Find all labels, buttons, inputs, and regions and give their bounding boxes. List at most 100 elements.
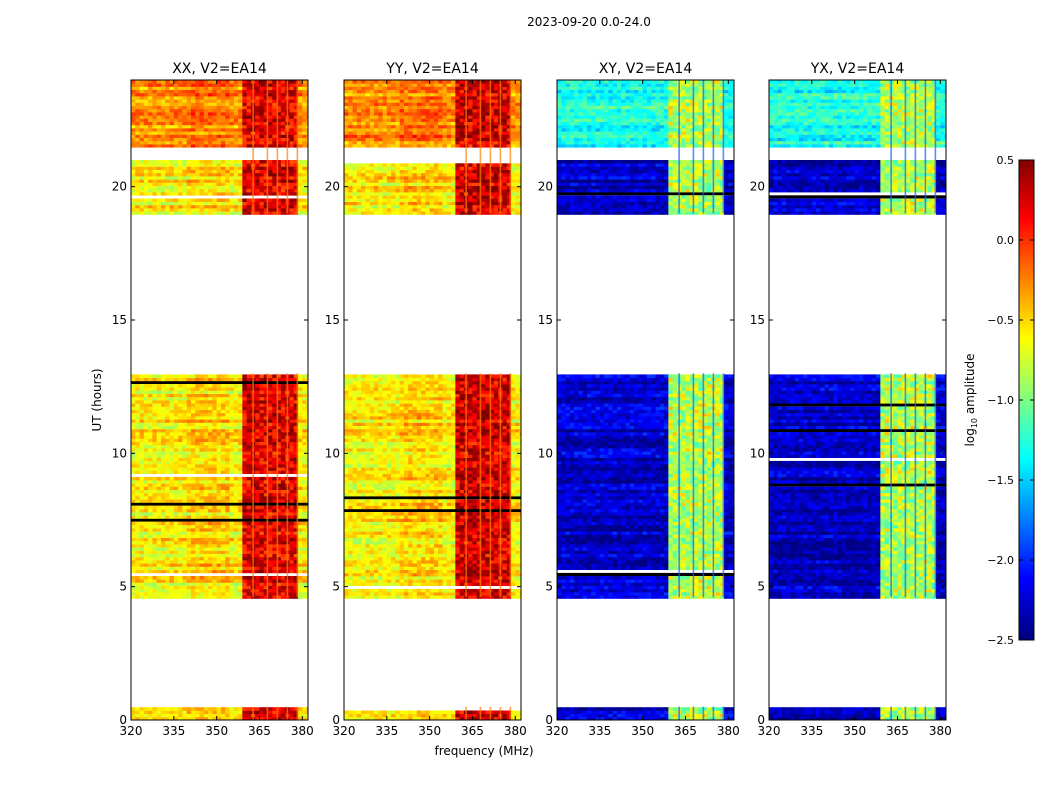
heatmap-cell bbox=[255, 419, 260, 423]
heatmap-cell bbox=[263, 467, 269, 471]
heatmap-cell bbox=[255, 528, 260, 532]
heatmap-cell bbox=[246, 99, 252, 103]
heatmap-cell bbox=[199, 182, 205, 186]
heatmap-cell bbox=[186, 403, 192, 407]
heatmap-cell bbox=[293, 582, 299, 586]
heatmap-cell bbox=[195, 512, 200, 516]
heatmap-cell bbox=[135, 396, 140, 401]
rfi-channel-stripe bbox=[266, 706, 269, 720]
heatmap-cell bbox=[259, 409, 265, 414]
heatmap-cell bbox=[289, 134, 295, 138]
heatmap-cell bbox=[229, 540, 235, 545]
heatmap-cell bbox=[190, 454, 196, 458]
heatmap-cell bbox=[276, 537, 282, 542]
heatmap-cell bbox=[229, 470, 235, 474]
heatmap-cell bbox=[280, 444, 286, 449]
heatmap-cell bbox=[160, 505, 166, 510]
heatmap-cell bbox=[139, 451, 145, 455]
heatmap-cell bbox=[268, 393, 273, 398]
heatmap-cell bbox=[276, 579, 282, 583]
heatmap-cell bbox=[208, 582, 213, 586]
heatmap-cell bbox=[229, 425, 235, 430]
heatmap-cell bbox=[212, 131, 218, 135]
heatmap-cell bbox=[220, 416, 226, 420]
heatmap-cell bbox=[229, 86, 235, 90]
heatmap-cell bbox=[139, 118, 145, 122]
heatmap-cell bbox=[408, 576, 413, 580]
heatmap-cell bbox=[306, 416, 308, 420]
heatmap-cell bbox=[233, 435, 239, 439]
heatmap-cell bbox=[229, 534, 235, 538]
heatmap-cell bbox=[268, 188, 273, 193]
heatmap-cell bbox=[373, 576, 379, 580]
heatmap-cell bbox=[373, 582, 379, 586]
heatmap-cell bbox=[352, 576, 358, 580]
heatmap-cell bbox=[233, 489, 239, 494]
heatmap-cell bbox=[412, 588, 418, 593]
heatmap-cell bbox=[442, 713, 448, 718]
heatmap-cell bbox=[259, 710, 265, 714]
heatmap-cell bbox=[238, 540, 243, 545]
heatmap-cell bbox=[131, 499, 136, 503]
heatmap-cell bbox=[143, 576, 149, 580]
heatmap-cell bbox=[156, 547, 162, 551]
heatmap-cell bbox=[369, 566, 375, 570]
heatmap-cell bbox=[143, 432, 149, 436]
heatmap-cell bbox=[195, 569, 200, 574]
heatmap-cell bbox=[272, 172, 277, 177]
heatmap-cell bbox=[233, 537, 239, 542]
heatmap-cell bbox=[238, 476, 243, 481]
heatmap-cell bbox=[259, 377, 265, 382]
heatmap-cell bbox=[135, 550, 140, 554]
heatmap-cell bbox=[160, 121, 166, 126]
heatmap-cell bbox=[190, 169, 196, 174]
heatmap-cell bbox=[178, 102, 183, 106]
heatmap-cell bbox=[143, 569, 149, 574]
heatmap-cell bbox=[259, 176, 265, 180]
heatmap-cell bbox=[203, 124, 209, 129]
heatmap-cell bbox=[238, 163, 243, 167]
heatmap-cell bbox=[298, 124, 303, 129]
heatmap-cell bbox=[178, 576, 183, 580]
heatmap-cell bbox=[190, 566, 196, 570]
heatmap-cell bbox=[302, 492, 307, 497]
heatmap-cell bbox=[131, 582, 136, 586]
heatmap-cell bbox=[178, 505, 183, 510]
heatmap-cell bbox=[212, 121, 218, 126]
heatmap-cell bbox=[148, 483, 153, 487]
heatmap-cell bbox=[169, 467, 175, 471]
heatmap-cell bbox=[190, 198, 196, 202]
heatmap-cell bbox=[182, 563, 188, 567]
heatmap-cell bbox=[289, 204, 295, 209]
heatmap-cell bbox=[208, 451, 213, 455]
heatmap-cell bbox=[165, 121, 170, 126]
heatmap-cell bbox=[131, 553, 136, 558]
heatmap-cell bbox=[182, 528, 188, 532]
heatmap-cell bbox=[225, 595, 230, 599]
heatmap-cell bbox=[148, 585, 153, 590]
heatmap-cell bbox=[216, 409, 222, 414]
heatmap-cell bbox=[178, 592, 183, 596]
heatmap-cell bbox=[242, 169, 248, 174]
heatmap-cell bbox=[131, 563, 136, 567]
heatmap-cell bbox=[182, 86, 188, 90]
heatmap-cell bbox=[139, 531, 145, 535]
heatmap-cell bbox=[293, 390, 299, 394]
heatmap-cell bbox=[306, 80, 308, 84]
heatmap-cell bbox=[169, 592, 175, 596]
heatmap-cell bbox=[178, 374, 183, 378]
heatmap-cell bbox=[152, 460, 158, 465]
heatmap-cell bbox=[293, 182, 299, 186]
heatmap-cell bbox=[298, 131, 303, 135]
heatmap-cell bbox=[173, 384, 179, 388]
heatmap-cell bbox=[186, 105, 192, 110]
heatmap-cell bbox=[268, 576, 273, 580]
heatmap-cell bbox=[272, 464, 277, 468]
heatmap-cell bbox=[165, 496, 170, 500]
heatmap-cell bbox=[302, 121, 307, 126]
heatmap-cell bbox=[233, 483, 239, 487]
heatmap-cell bbox=[263, 441, 269, 446]
heatmap-cell bbox=[272, 486, 277, 490]
heatmap-cell bbox=[186, 467, 192, 471]
heatmap-cell bbox=[276, 112, 282, 116]
